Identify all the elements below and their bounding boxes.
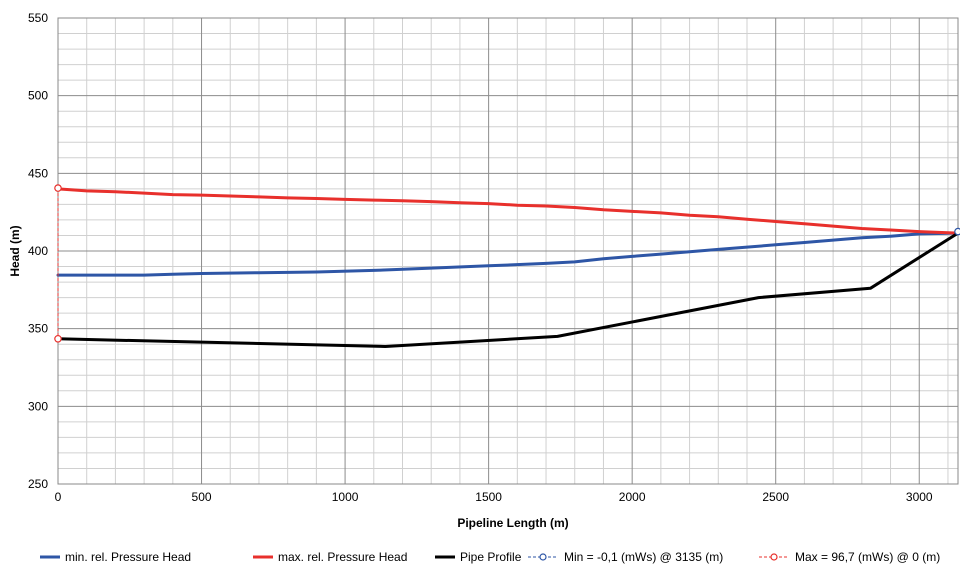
x-tick-label: 0	[55, 490, 62, 504]
major-grid	[57, 17, 958, 485]
y-axis-title: Head (m)	[8, 225, 22, 276]
y-tick-label: 550	[28, 11, 48, 25]
legend-marker-4	[770, 553, 778, 561]
legend-label-4: Max = 96,7 (mWs) @ 0 (m)	[795, 550, 940, 564]
y-axis-ticks: 250 300 350 400 450 500 550	[28, 11, 48, 491]
x-tick-label: 1000	[332, 490, 359, 504]
legend-label-2: Pipe Profile	[460, 550, 522, 564]
series-line-0	[56, 231, 960, 277]
y-tick-label: 300	[28, 399, 48, 413]
series-layer	[54, 184, 960, 348]
legend-label-0: min. rel. Pressure Head	[65, 550, 191, 564]
x-axis-title: Pipeline Length (m)	[457, 516, 568, 530]
series-line-2	[56, 231, 960, 348]
legend-label-3: Min = -0,1 (mWs) @ 3135 (m)	[564, 550, 723, 564]
y-tick-label: 250	[28, 477, 48, 491]
y-tick-label: 350	[28, 322, 48, 336]
y-tick-label: 500	[28, 89, 48, 103]
x-axis-ticks: 0 500 1000 1500 2000 2500 3000	[55, 490, 933, 504]
y-tick-label: 400	[28, 244, 48, 258]
series-marker-4	[54, 184, 62, 192]
legend-label-1: max. rel. Pressure Head	[278, 550, 407, 564]
x-tick-label: 500	[192, 490, 212, 504]
x-tick-label: 3000	[906, 490, 933, 504]
series-marker-4	[54, 334, 62, 343]
x-tick-label: 2000	[619, 490, 646, 504]
legend-marker-3	[539, 553, 547, 561]
legend: min. rel. Pressure Head max. rel. Pressur…	[40, 550, 940, 564]
series-line-1	[56, 187, 960, 235]
series-marker-3	[954, 227, 960, 236]
y-tick-label: 450	[28, 166, 48, 180]
x-tick-label: 1500	[475, 490, 502, 504]
x-tick-label: 2500	[762, 490, 789, 504]
